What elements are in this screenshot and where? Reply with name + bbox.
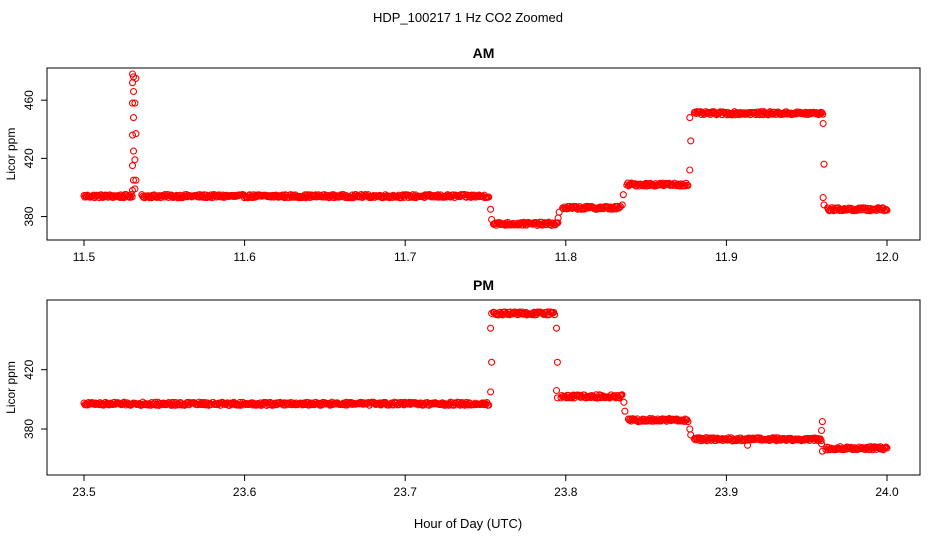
- data-point: [128, 131, 137, 139]
- data-point: [131, 99, 139, 107]
- data-point: [616, 202, 624, 211]
- data-point: [551, 311, 559, 319]
- pm-panel: PM Licor ppm 380 420 23.5 23.6 23.7 23.8 23.9 24.…: [4, 277, 921, 499]
- data-point: [132, 176, 140, 184]
- data-point: [686, 166, 694, 174]
- data-point: [621, 407, 629, 415]
- data-point: [487, 205, 495, 213]
- data-point: [817, 437, 825, 445]
- x-tick-label: 11.5: [73, 250, 96, 264]
- data-point: [883, 444, 891, 452]
- data-point: [882, 205, 890, 214]
- data-point: [552, 324, 561, 332]
- x-tick-label: 11.9: [715, 250, 738, 264]
- x-tick-label: 11.8: [555, 250, 578, 264]
- data-point: [817, 440, 826, 448]
- data-point: [686, 114, 694, 122]
- plot-frame: [46, 67, 921, 241]
- data-point: [817, 426, 826, 435]
- data-point: [129, 147, 138, 155]
- data-point: [684, 418, 692, 426]
- data-point: [687, 137, 695, 145]
- y-tick-label: 420: [22, 359, 36, 379]
- data-point: [684, 181, 692, 190]
- x-tick-label: 23.6: [233, 485, 257, 499]
- data-point: [818, 109, 826, 117]
- data-point: [820, 201, 828, 209]
- data-point: [485, 193, 493, 201]
- data-point: [128, 70, 137, 78]
- figure-title: HDP_100217 1 Hz CO2 Zoomed: [373, 10, 563, 25]
- data-point: [687, 431, 695, 439]
- data-point: [619, 191, 627, 199]
- data-point: [818, 418, 826, 426]
- data-point: [487, 324, 495, 332]
- x-tick-label: 12.0: [875, 250, 899, 264]
- data-point: [553, 358, 561, 366]
- data-point: [618, 391, 626, 399]
- data-point: [554, 219, 562, 227]
- y-tick-label: 420: [22, 148, 36, 168]
- plot-frame: [46, 299, 921, 476]
- data-point: [618, 201, 626, 209]
- data-point: [819, 194, 827, 202]
- x-axis-label: Hour of Day (UTC): [414, 516, 522, 531]
- data-point: [477, 400, 485, 408]
- data-point: [883, 206, 891, 214]
- data-point: [686, 425, 694, 433]
- data-point: [488, 309, 496, 317]
- am-panel: AM Licor ppm 380 420 460 11.5 11.6 11.7 11.8 11.9…: [4, 45, 921, 264]
- data-point: [131, 156, 139, 164]
- data-point: [616, 392, 624, 400]
- data-point: [819, 110, 827, 118]
- data-point: [880, 207, 888, 215]
- panel-title: AM: [473, 45, 495, 61]
- data-point: [129, 114, 138, 122]
- data-point: [128, 99, 137, 107]
- data-point: [487, 388, 495, 396]
- y-tick-label: 460: [22, 90, 36, 110]
- data-point: [132, 74, 140, 82]
- x-tick-label: 23.7: [394, 485, 418, 499]
- data-point: [128, 162, 137, 170]
- x-tick-label: 11.6: [233, 250, 256, 264]
- data-point: [129, 176, 138, 184]
- data-point: [485, 401, 493, 409]
- data-point: [819, 119, 827, 128]
- y-axis-label: Licor ppm: [4, 128, 18, 181]
- data-point: [553, 394, 561, 402]
- x-tick-label: 11.7: [394, 250, 417, 264]
- data-point: [555, 208, 563, 216]
- panel-title: PM: [473, 277, 494, 293]
- y-tick-label: 380: [22, 206, 36, 226]
- data-point: [820, 160, 828, 168]
- y-tick-label: 380: [22, 419, 36, 439]
- data-point: [605, 205, 613, 213]
- x-tick-label: 23.8: [554, 485, 578, 499]
- x-tick-label: 23.9: [715, 485, 739, 499]
- data-point: [882, 443, 890, 451]
- data-point: [132, 130, 140, 138]
- x-tick-label: 24.0: [875, 485, 899, 499]
- data-point: [488, 215, 496, 224]
- data-point: [818, 447, 826, 455]
- data-point: [552, 386, 561, 395]
- data-point: [488, 358, 496, 366]
- x-tick-label: 23.5: [72, 485, 96, 499]
- data-point: [129, 87, 138, 96]
- data-point: [131, 185, 139, 193]
- data-point: [549, 219, 557, 227]
- data-point: [620, 398, 628, 406]
- data-point: [744, 441, 752, 449]
- y-axis-label: Licor ppm: [4, 361, 18, 414]
